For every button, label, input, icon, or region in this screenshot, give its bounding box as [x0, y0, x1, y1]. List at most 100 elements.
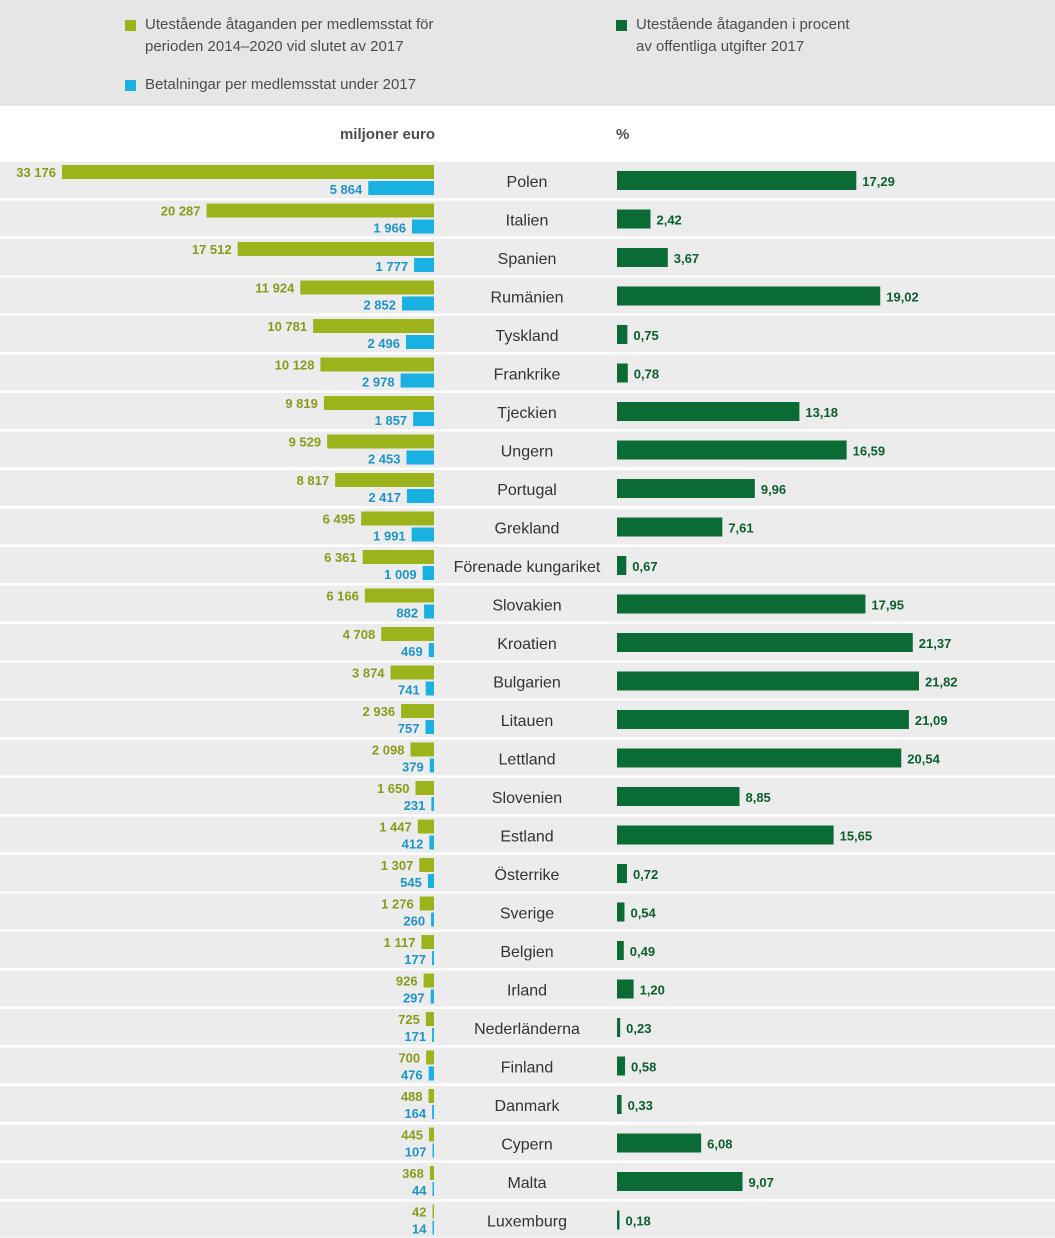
percent-bar — [617, 825, 834, 845]
outstanding-bar — [428, 1089, 434, 1103]
outstanding-value-label: 4 708 — [343, 627, 376, 642]
country-label: Portugal — [497, 482, 557, 499]
percent-value-label: 16,59 — [853, 444, 886, 459]
payments-bar — [411, 219, 434, 234]
payments-value-label: 741 — [398, 683, 420, 698]
row-band — [0, 970, 1055, 1007]
outstanding-value-label: 10 781 — [267, 319, 307, 334]
percent-value-label: 3,67 — [674, 251, 699, 266]
outstanding-bar — [361, 511, 434, 526]
outstanding-bar — [381, 627, 434, 641]
payments-value-label: 469 — [401, 644, 423, 659]
outstanding-value-label: 6 495 — [323, 512, 356, 527]
payments-value-label: 1 857 — [375, 413, 408, 428]
percent-value-label: 0,33 — [628, 1098, 653, 1113]
percent-bar — [617, 1133, 702, 1153]
country-label: Malta — [507, 1175, 546, 1192]
payments-bar — [431, 797, 434, 811]
outstanding-value-label: 926 — [396, 974, 418, 989]
outstanding-bar — [432, 1204, 434, 1219]
payments-value-label: 1 966 — [373, 221, 406, 236]
outstanding-value-label: 368 — [402, 1166, 424, 1181]
percent-bar — [617, 363, 628, 383]
payments-bar — [432, 1143, 434, 1158]
percent-bar — [617, 171, 857, 190]
payments-bar — [432, 1182, 434, 1196]
percent-value-label: 6,08 — [707, 1137, 732, 1152]
legend-label-outstanding: Utestående åtaganden per medlemsstat för… — [145, 16, 434, 55]
row-band — [0, 1201, 1055, 1238]
percent-bar — [617, 286, 881, 306]
row-band — [0, 778, 1055, 814]
percent-value-label: 8,85 — [745, 790, 770, 805]
right-unit-label: % — [616, 126, 630, 143]
payments-value-label: 14 — [412, 1222, 427, 1237]
row-band — [0, 932, 1055, 968]
row-band — [0, 1047, 1055, 1084]
payments-value-label: 412 — [402, 837, 424, 852]
outstanding-value-label: 17 512 — [192, 242, 232, 257]
payments-value-label: 107 — [405, 1145, 427, 1160]
payments-value-label: 2 978 — [362, 375, 395, 390]
payments-bar — [432, 1105, 434, 1119]
percent-value-label: 0,18 — [625, 1214, 650, 1229]
percent-bar — [617, 517, 723, 537]
row-band — [0, 200, 1055, 237]
outstanding-value-label: 42 — [412, 1205, 426, 1220]
payments-value-label: 177 — [404, 952, 426, 967]
country-label: Luxemburg — [487, 1214, 567, 1231]
row-band — [0, 508, 1055, 545]
outstanding-value-label: 725 — [398, 1012, 420, 1027]
payments-value-label: 476 — [401, 1068, 423, 1083]
outstanding-bar — [429, 1166, 434, 1180]
percent-value-label: 0,67 — [632, 559, 657, 574]
percent-bar — [617, 1172, 743, 1191]
payments-value-label: 5 864 — [330, 182, 363, 197]
percent-value-label: 19,02 — [886, 290, 919, 305]
outstanding-bar — [421, 935, 434, 949]
payments-bar — [431, 912, 434, 927]
percent-value-label: 0,75 — [633, 328, 658, 343]
payments-bar — [406, 450, 434, 465]
outstanding-value-label: 20 287 — [161, 204, 201, 219]
percent-value-label: 0,49 — [630, 944, 655, 959]
percent-bar — [617, 941, 624, 960]
row-band — [0, 239, 1055, 275]
percent-bar — [617, 902, 625, 922]
payments-bar — [406, 335, 434, 349]
country-label: Cypern — [501, 1137, 553, 1154]
outstanding-value-label: 6 166 — [326, 589, 359, 604]
percent-bar — [617, 748, 902, 768]
legend-item-payments: Betalningar per medlemsstat under 2017 — [125, 74, 445, 98]
payments-bar — [432, 1028, 434, 1042]
row-band — [0, 1124, 1055, 1161]
row-band — [0, 354, 1055, 391]
percent-bar — [617, 479, 755, 498]
country-label: Spanien — [498, 251, 557, 268]
outstanding-bar — [300, 280, 434, 295]
row-band — [0, 585, 1055, 622]
outstanding-value-label: 8 817 — [297, 473, 330, 488]
percent-value-label: 20,54 — [907, 752, 940, 767]
payments-bar — [428, 643, 434, 657]
country-label: Finland — [501, 1060, 553, 1077]
payments-value-label: 757 — [398, 721, 420, 736]
percent-bar — [617, 556, 627, 575]
percent-bar — [617, 633, 913, 652]
percent-value-label: 9,07 — [749, 1175, 774, 1190]
outstanding-value-label: 2 098 — [372, 743, 405, 758]
payments-bar — [414, 258, 434, 272]
payments-bar — [432, 1220, 434, 1235]
payments-bar — [400, 373, 434, 388]
outstanding-bar — [425, 1012, 434, 1026]
row-band — [0, 855, 1055, 891]
percent-value-label: 1,20 — [640, 983, 665, 998]
percent-bar — [617, 325, 628, 344]
outstanding-value-label: 3 874 — [352, 666, 385, 681]
percent-value-label: 9,96 — [761, 482, 786, 497]
legend-item-outstanding: Utestående åtaganden per medlemsstat för… — [125, 14, 445, 64]
country-label: Förenade kungariket — [454, 559, 601, 576]
outstanding-bar — [390, 665, 434, 680]
payments-bar — [406, 489, 434, 503]
percent-value-label: 17,29 — [862, 174, 895, 189]
